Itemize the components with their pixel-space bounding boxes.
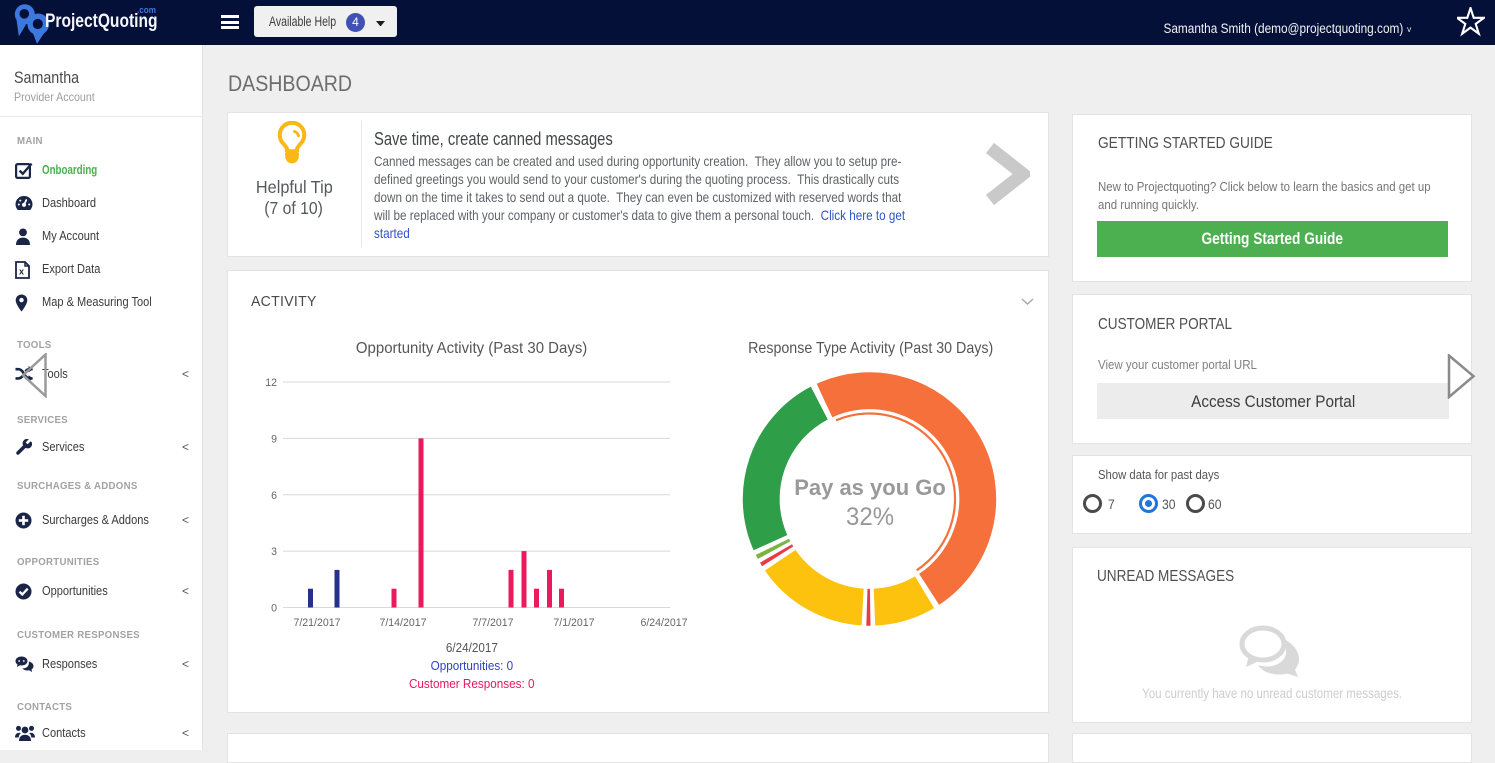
svg-text:x: x [19, 267, 24, 277]
